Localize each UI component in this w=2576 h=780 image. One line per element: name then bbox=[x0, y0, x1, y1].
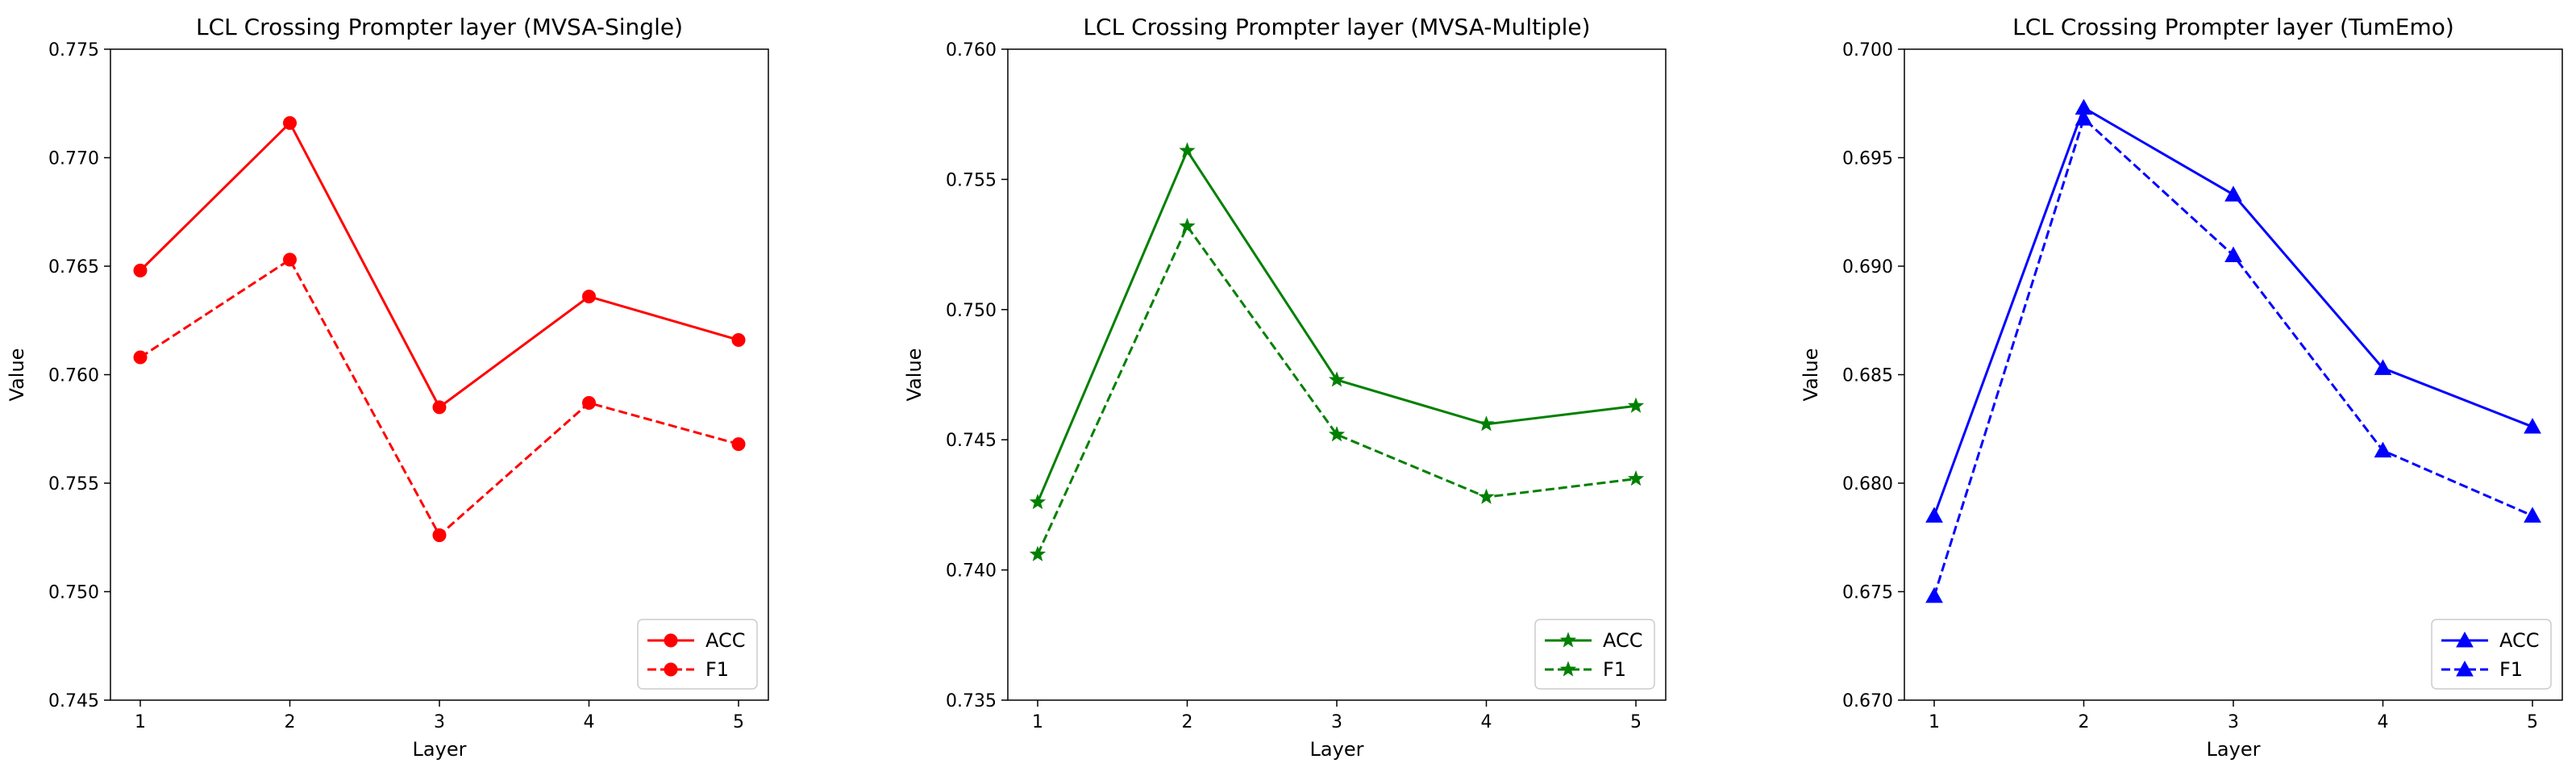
y-tick-label: 0.735 bbox=[946, 691, 997, 711]
y-tick-label: 0.775 bbox=[48, 40, 99, 60]
x-tick-label: 3 bbox=[434, 712, 445, 732]
data-point-f1-2 bbox=[283, 252, 297, 267]
y-tick-label: 0.745 bbox=[946, 431, 997, 451]
x-tick-label: 3 bbox=[1331, 712, 1342, 732]
data-point-f1-3 bbox=[1328, 426, 1346, 442]
x-tick-label: 4 bbox=[584, 712, 595, 732]
x-tick-label: 2 bbox=[2079, 712, 2090, 732]
plot-frame bbox=[1007, 48, 1667, 701]
data-point-f1-1 bbox=[133, 350, 148, 365]
y-tick-label: 0.760 bbox=[48, 366, 99, 386]
data-point-acc-4 bbox=[2374, 359, 2392, 375]
data-point-acc-5 bbox=[1627, 397, 1645, 413]
x-tick-label: 1 bbox=[1032, 712, 1043, 732]
data-point-f1-3 bbox=[2224, 246, 2242, 263]
y-tick-label: 0.765 bbox=[48, 257, 99, 277]
y-tick-label: 0.690 bbox=[1842, 257, 1893, 277]
chart-title: LCL Crossing Prompter layer (TumEmo) bbox=[2012, 14, 2454, 40]
y-tick-label: 0.675 bbox=[1842, 583, 1893, 603]
x-axis-label: Layer bbox=[413, 738, 467, 761]
legend: ACC F1 bbox=[2431, 619, 2552, 690]
legend-label-acc: ACC bbox=[2499, 629, 2540, 652]
y-tick-label: 0.755 bbox=[946, 170, 997, 190]
x-tick-label: 5 bbox=[2527, 712, 2538, 732]
y-axis-label: Value bbox=[1800, 348, 1822, 402]
data-point-f1-4 bbox=[2374, 441, 2392, 458]
data-point-f1-1 bbox=[1925, 586, 1943, 603]
legend-label-acc: ACC bbox=[705, 629, 746, 652]
data-point-acc-3 bbox=[432, 400, 447, 415]
y-tick-label: 0.755 bbox=[48, 474, 99, 494]
legend-marker-f1 bbox=[664, 662, 678, 677]
legend-marker-f1 bbox=[1559, 661, 1577, 677]
data-point-f1-1 bbox=[1029, 545, 1047, 561]
y-tick-label: 0.750 bbox=[48, 583, 99, 603]
data-point-f1-2 bbox=[1179, 217, 1196, 234]
legend-marker-acc bbox=[664, 633, 678, 648]
y-tick-label: 0.700 bbox=[1842, 40, 1893, 60]
legend: ACC F1 bbox=[1534, 619, 1655, 690]
x-tick-label: 2 bbox=[1182, 712, 1193, 732]
y-tick-label: 0.760 bbox=[946, 40, 997, 60]
legend-label-acc: ACC bbox=[1603, 629, 1643, 652]
y-axis-label: Value bbox=[903, 348, 926, 402]
y-tick-label: 0.680 bbox=[1842, 474, 1893, 494]
x-tick-label: 2 bbox=[285, 712, 296, 732]
chart-title: LCL Crossing Prompter layer (MVSA-Multip… bbox=[1083, 14, 1590, 40]
y-tick-label: 0.770 bbox=[48, 149, 99, 169]
legend-marker-acc bbox=[2456, 631, 2474, 648]
data-point-acc-1 bbox=[1029, 494, 1047, 510]
chart-title: LCL Crossing Prompter layer (MVSA-Single… bbox=[196, 14, 683, 40]
data-point-f1-5 bbox=[1627, 469, 1645, 486]
data-point-f1-4 bbox=[1478, 488, 1495, 504]
chart-panel-1: LCL Crossing Prompter layer (MVSA-Single… bbox=[6, 14, 769, 761]
x-tick-label: 4 bbox=[1481, 712, 1492, 732]
legend: ACC F1 bbox=[637, 619, 758, 690]
y-axis-label: Value bbox=[6, 348, 28, 402]
data-point-acc-4 bbox=[1478, 415, 1495, 432]
y-tick-label: 0.750 bbox=[946, 301, 997, 321]
legend-label-f1: F1 bbox=[1603, 658, 1626, 681]
y-tick-label: 0.670 bbox=[1842, 691, 1893, 711]
y-tick-label: 0.685 bbox=[1842, 366, 1893, 386]
plot-frame bbox=[1904, 48, 2563, 701]
chart-panel-3: LCL Crossing Prompter layer (TumEmo) 0.67… bbox=[1800, 14, 2563, 761]
data-point-f1-3 bbox=[432, 528, 447, 543]
chart-panel-2: LCL Crossing Prompter layer (MVSA-Multip… bbox=[903, 14, 1667, 761]
x-tick-label: 4 bbox=[2378, 712, 2389, 732]
x-tick-label: 1 bbox=[135, 712, 146, 732]
x-axis-label: Layer bbox=[1310, 738, 1364, 761]
x-tick-label: 3 bbox=[2228, 712, 2239, 732]
data-point-acc-5 bbox=[2524, 418, 2541, 434]
legend-marker-f1 bbox=[2456, 660, 2474, 677]
plot-frame bbox=[110, 48, 769, 701]
y-tick-label: 0.745 bbox=[48, 691, 99, 711]
data-point-acc-5 bbox=[731, 332, 746, 347]
data-point-f1-5 bbox=[731, 437, 746, 452]
series-line-f1 bbox=[1036, 223, 1637, 555]
x-tick-label: 5 bbox=[1630, 712, 1642, 732]
data-point-f1-5 bbox=[2524, 507, 2541, 523]
data-point-acc-3 bbox=[2224, 186, 2242, 202]
data-point-f1-2 bbox=[2075, 110, 2093, 126]
y-tick-label: 0.740 bbox=[946, 561, 997, 582]
legend-label-f1: F1 bbox=[705, 658, 729, 681]
x-tick-label: 5 bbox=[733, 712, 744, 732]
data-point-acc-2 bbox=[283, 115, 297, 130]
legend-label-f1: F1 bbox=[2499, 658, 2523, 681]
data-point-acc-2 bbox=[1179, 142, 1196, 158]
x-tick-label: 1 bbox=[1929, 712, 1940, 732]
data-point-acc-3 bbox=[1328, 371, 1346, 387]
data-point-acc-1 bbox=[133, 263, 148, 277]
data-point-acc-1 bbox=[1925, 507, 1943, 523]
y-tick-label: 0.695 bbox=[1842, 149, 1893, 169]
x-axis-label: Layer bbox=[2207, 738, 2261, 761]
data-point-f1-4 bbox=[582, 395, 596, 410]
data-point-acc-4 bbox=[582, 290, 596, 304]
legend-marker-acc bbox=[1559, 632, 1577, 648]
